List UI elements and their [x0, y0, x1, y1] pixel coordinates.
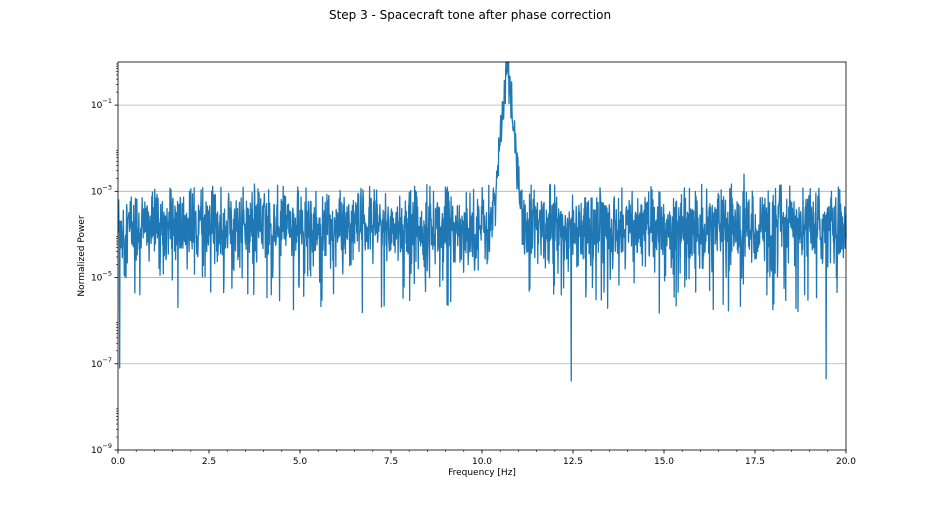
y-tick-label: 10−5: [91, 270, 112, 284]
y-tick-label: 10−9: [91, 442, 112, 456]
series-layer: [117, 61, 847, 382]
x-axis-label: Frequency [Hz]: [448, 468, 516, 478]
x-tick-label: 20.0: [836, 457, 856, 467]
y-tick-label: 10−3: [91, 183, 112, 197]
x-axis-ticks: 0.0 2.5 5.0 7.5 10.0 12.5 15.0 17.5 20.0: [111, 450, 856, 467]
x-tick-label: 15.0: [654, 457, 674, 467]
y-axis-ticks: 10−9 10−7 10−5 10−3 10−1: [91, 63, 118, 456]
x-tick-label: 5.0: [293, 457, 308, 467]
chart-title: Step 3 - Spacecraft tone after phase cor…: [329, 8, 611, 22]
x-tick-label: 17.5: [745, 457, 765, 467]
x-tick-label: 0.0: [111, 457, 126, 467]
x-tick-label: 10.0: [472, 457, 492, 467]
series-line-spectrum: [117, 61, 847, 382]
y-axis-label: Normalized Power: [77, 215, 87, 296]
x-tick-label: 2.5: [202, 457, 216, 467]
x-tick-label: 7.5: [384, 457, 398, 467]
y-tick-label: 10−7: [91, 356, 112, 370]
x-tick-label: 12.5: [563, 457, 583, 467]
y-tick-label: 10−1: [91, 97, 112, 111]
